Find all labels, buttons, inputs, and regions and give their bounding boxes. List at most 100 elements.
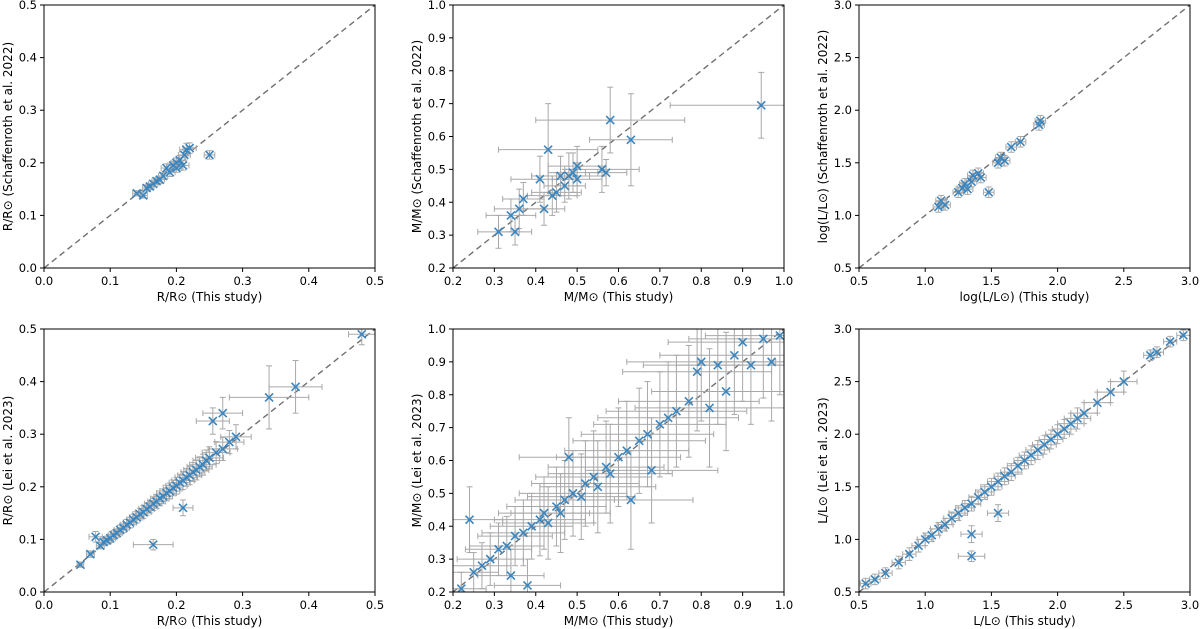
- data-point: [601, 168, 611, 178]
- data-point: [692, 367, 702, 377]
- y-tick-label: 0.5: [428, 162, 446, 176]
- data-point: [960, 179, 970, 189]
- x-tick-label: 0.8: [692, 598, 710, 612]
- data-point: [290, 382, 301, 392]
- x-tick-label: 0.5: [366, 274, 384, 288]
- data-point: [564, 452, 574, 462]
- x-tick-label: 0.2: [444, 274, 462, 288]
- y-tick-label: 0.4: [428, 195, 446, 209]
- data-point: [576, 492, 586, 502]
- y-axis-label: M/M⊙ (Lei et al. 2023): [410, 394, 424, 528]
- y-tick-label: 0.5: [19, 0, 37, 12]
- x-tick-label: 0.7: [651, 274, 669, 288]
- data-point: [767, 357, 777, 367]
- y-tick-label: 0.5: [834, 585, 852, 599]
- x-tick-label: 0.0: [35, 598, 53, 612]
- chart-panel-3: 0.5 1.0 1.5 2.0 2.5 3.0 0.5 1.0 1.5 2.0 2.5 3.0 log(…: [816, 0, 1199, 304]
- data-point: [539, 204, 549, 214]
- data-point: [968, 170, 978, 180]
- y-tick-label: 0.5: [19, 322, 37, 336]
- plot-area: [44, 5, 375, 268]
- data-point: [158, 171, 168, 181]
- x-tick-label: 0.3: [233, 274, 251, 288]
- data-point: [551, 501, 562, 512]
- data-point: [1019, 455, 1030, 466]
- data-point: [589, 472, 599, 482]
- y-tick-label: 0.2: [19, 156, 37, 170]
- chart-panel-5: 0.2 0.3 0.4 0.5 0.6 0.7 0.8 0.9 1.0 0.2 0.3 0.4 0.5 0…: [410, 322, 793, 628]
- x-tick-label: 0.5: [850, 598, 868, 612]
- data-point: [527, 521, 537, 531]
- data-point: [601, 462, 611, 472]
- data-point: [493, 227, 504, 237]
- y-tick-label: 0.3: [19, 103, 37, 117]
- axes-frame: [43, 328, 376, 593]
- y-tick-label: 0.4: [19, 375, 37, 389]
- data-point: [514, 204, 524, 214]
- x-axis-label: L/L⊙ (This study): [973, 614, 1075, 628]
- x-tick-label: 0.1: [101, 598, 119, 612]
- x-tick-label: 2.5: [1115, 598, 1133, 612]
- data-point: [551, 187, 562, 197]
- data-point: [1033, 445, 1043, 455]
- data-point: [933, 202, 944, 212]
- y-tick-label: 1.0: [834, 208, 852, 222]
- data-point: [980, 487, 990, 497]
- x-tick-label: 2.0: [1048, 598, 1066, 612]
- y-tick-label: 0.6: [428, 454, 446, 468]
- data-point: [963, 184, 973, 194]
- data-point: [502, 541, 512, 551]
- data-point: [543, 518, 553, 528]
- x-tick-label: 2.5: [1115, 274, 1133, 288]
- data-point: [593, 482, 603, 492]
- data-point: [626, 495, 636, 505]
- data-point: [231, 432, 241, 442]
- data-point: [469, 567, 479, 577]
- data-point: [1013, 461, 1023, 471]
- data-point: [986, 482, 996, 492]
- data-point: [1079, 408, 1089, 418]
- data-point: [721, 386, 731, 397]
- x-tick-label: 0.2: [167, 274, 185, 288]
- data-point: [506, 210, 516, 220]
- y-tick-label: 1.5: [834, 480, 852, 494]
- y-tick-label: 1.0: [834, 532, 852, 546]
- x-axis-label: log(L/L⊙) (This study): [960, 290, 1090, 304]
- data-point: [510, 227, 520, 237]
- data-point: [973, 492, 983, 502]
- data-point: [605, 115, 615, 125]
- data-point: [973, 168, 983, 178]
- data-point: [1053, 429, 1063, 439]
- data-point: [605, 469, 615, 479]
- data-point: [179, 150, 189, 160]
- data-point: [696, 357, 706, 367]
- plot-area: [453, 329, 784, 592]
- y-tick-label: 0.9: [428, 355, 446, 369]
- data-point: [1000, 471, 1010, 481]
- y-tick-label: 2.0: [834, 103, 852, 117]
- data-point: [1119, 377, 1129, 387]
- data-point: [204, 150, 215, 160]
- data-point: [947, 513, 957, 523]
- data-point: [580, 478, 590, 489]
- data-point: [560, 181, 570, 191]
- x-tick-label: 0.5: [850, 274, 868, 288]
- x-tick-label: 0.4: [300, 274, 318, 288]
- y-tick-label: 1.5: [834, 156, 852, 170]
- x-tick-label: 1.0: [775, 274, 793, 288]
- data-point: [178, 160, 188, 170]
- x-tick-label: 1.0: [916, 274, 934, 288]
- data-point: [626, 135, 636, 145]
- data-point: [132, 188, 142, 198]
- data-point: [894, 557, 904, 568]
- data-point: [1035, 116, 1045, 126]
- data-point: [1072, 413, 1083, 423]
- x-tick-label: 0.6: [609, 274, 627, 288]
- chart-panel-4: 0.0 0.1 0.2 0.3 0.4 0.5 0.0 0.1 0.2 0.3 0.4 0.5 R/R⊙…: [1, 322, 384, 628]
- data-point: [568, 168, 578, 178]
- data-point: [713, 360, 723, 370]
- data-point: [1165, 337, 1175, 347]
- y-axis-label: M/M⊙ (Schaffenroth et al. 2022): [410, 40, 424, 233]
- y-tick-label: 0.2: [19, 480, 37, 494]
- y-tick-label: 0.7: [428, 421, 446, 435]
